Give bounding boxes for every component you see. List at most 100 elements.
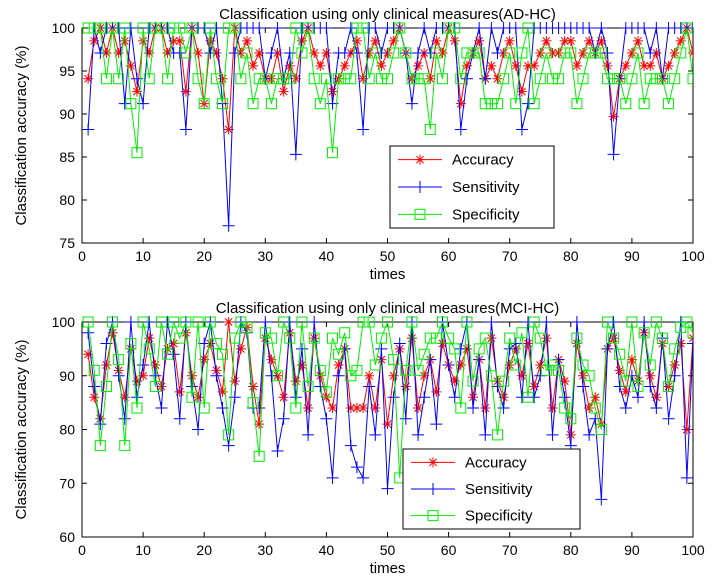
- point-accuracy: [620, 60, 631, 71]
- point-accuracy: [663, 60, 674, 71]
- point-specificity: [559, 402, 571, 414]
- point-accuracy: [541, 333, 552, 344]
- point-specificity: [663, 381, 675, 392]
- point-specificity: [473, 47, 485, 59]
- point-sensitivity: [222, 439, 235, 452]
- point-specificity: [406, 73, 418, 85]
- point-sensitivity: [137, 359, 150, 371]
- point-specificity: [259, 73, 271, 85]
- point-specificity: [363, 73, 375, 85]
- point-accuracy: [138, 35, 149, 46]
- point-accuracy: [290, 73, 301, 84]
- point-accuracy: [504, 360, 515, 370]
- point-specificity: [94, 440, 106, 452]
- point-specificity: [430, 47, 442, 59]
- point-specificity: [412, 73, 424, 85]
- point-specificity: [589, 402, 601, 414]
- point-sensitivity: [112, 22, 125, 34]
- legend-label-specificity: Specificity: [452, 206, 520, 223]
- point-specificity: [632, 47, 644, 59]
- point-specificity: [369, 47, 381, 59]
- point-accuracy: [156, 381, 167, 392]
- point-sensitivity: [173, 412, 186, 425]
- point-specificity: [638, 327, 650, 339]
- point-accuracy: [235, 343, 246, 354]
- point-sensitivity: [424, 46, 437, 59]
- point-sensitivity: [198, 337, 211, 350]
- point-specificity: [174, 22, 186, 34]
- point-specificity: [681, 22, 693, 34]
- point-accuracy: [364, 47, 375, 58]
- x-axis-label: times: [370, 266, 406, 283]
- point-specificity: [608, 332, 620, 344]
- point-specificity: [504, 332, 516, 344]
- point-specificity: [424, 332, 436, 344]
- point-accuracy: [571, 60, 582, 71]
- point-specificity: [119, 22, 131, 34]
- point-accuracy: [205, 35, 216, 46]
- point-accuracy: [131, 376, 142, 387]
- point-accuracy: [113, 47, 124, 58]
- point-sensitivity: [344, 22, 357, 34]
- point-accuracy: [144, 333, 155, 344]
- point-accuracy: [553, 47, 564, 58]
- point-sensitivity: [522, 316, 535, 328]
- point-sensitivity: [320, 412, 333, 425]
- point-specificity: [644, 359, 656, 371]
- y-tick-label: 80: [59, 422, 75, 438]
- point-specificity: [375, 73, 387, 85]
- x-tick-label: 0: [78, 248, 86, 264]
- point-specificity: [186, 22, 198, 34]
- x-tick-label: 80: [563, 542, 579, 558]
- y-tick-label: 100: [52, 314, 76, 330]
- point-accuracy: [266, 73, 277, 84]
- point-sensitivity: [522, 97, 535, 110]
- legend: Accuracy Sensitivity Specificity: [389, 145, 555, 229]
- point-accuracy: [461, 60, 472, 71]
- point-sensitivity: [442, 359, 455, 371]
- series-group: [82, 316, 693, 506]
- point-sensitivity: [687, 22, 693, 34]
- point-accuracy: [645, 60, 656, 71]
- point-sensitivity: [399, 412, 412, 425]
- point-specificity: [504, 47, 516, 59]
- x-tick-label: 0: [78, 542, 86, 558]
- point-accuracy: [296, 35, 307, 46]
- point-specificity: [479, 98, 491, 110]
- y-tick-label: 85: [59, 149, 75, 165]
- point-accuracy: [584, 403, 595, 413]
- point-accuracy: [345, 47, 356, 58]
- point-sensitivity: [515, 391, 528, 404]
- point-sensitivity: [210, 369, 223, 382]
- point-accuracy: [559, 376, 570, 387]
- x-tick-label: 80: [563, 248, 579, 264]
- point-sensitivity: [204, 46, 217, 59]
- y-tick-label: 90: [59, 368, 75, 384]
- point-accuracy: [486, 60, 497, 71]
- point-specificity: [100, 73, 112, 85]
- point-specificity: [461, 47, 473, 59]
- point-specificity: [327, 332, 339, 344]
- point-specificity: [620, 98, 632, 110]
- point-accuracy: [125, 60, 136, 71]
- point-specificity: [571, 332, 583, 344]
- point-specificity: [449, 343, 461, 355]
- y-tick-label: 90: [59, 106, 75, 122]
- point-specificity: [388, 354, 400, 366]
- point-specificity: [333, 73, 345, 85]
- point-specificity: [308, 332, 320, 344]
- legend-label-sensitivity: Sensitivity: [465, 481, 533, 498]
- point-sensitivity: [467, 402, 480, 414]
- point-specificity: [436, 73, 448, 85]
- point-specificity: [565, 413, 577, 425]
- point-sensitivity: [320, 22, 333, 34]
- point-specificity: [204, 22, 216, 34]
- point-accuracy: [547, 47, 558, 58]
- point-specificity: [498, 73, 510, 85]
- point-accuracy: [388, 35, 399, 46]
- point-specificity: [656, 332, 668, 344]
- point-sensitivity: [644, 380, 657, 393]
- point-specificity: [553, 73, 565, 85]
- point-specificity: [320, 73, 332, 85]
- point-accuracy: [89, 35, 100, 46]
